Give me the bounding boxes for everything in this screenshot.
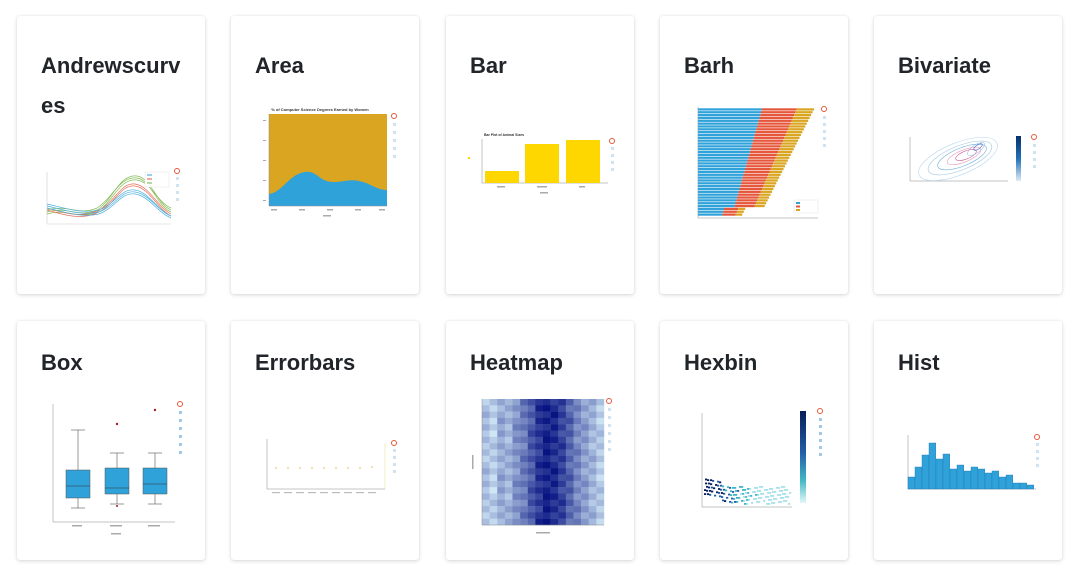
hexbin-thumbnail [682, 407, 832, 527]
card-title: Barh [684, 53, 735, 78]
card-heatmap[interactable]: Heatmap [446, 321, 634, 560]
bar-thumbnail: Bar Plot of Animal Sizes [468, 131, 618, 211]
card-andrewscurves[interactable]: Andrewscurves [17, 16, 205, 294]
area-thumbnail: % of Computer Science Degrees Earned by … [253, 102, 403, 234]
card-title: Bivariate [898, 53, 991, 78]
card-title: Andrewscurves [41, 53, 181, 118]
card-hist[interactable]: Hist [874, 321, 1062, 560]
card-bivariate[interactable]: Bivariate [874, 16, 1062, 294]
card-title: Errorbars [255, 350, 356, 375]
card-errorbars[interactable]: Errorbars [231, 321, 419, 560]
card-title: Hist [898, 350, 940, 375]
box-thumbnail [39, 398, 189, 544]
card-title: Hexbin [684, 350, 758, 375]
card-barh[interactable]: Barh [660, 16, 848, 294]
card-hexbin[interactable]: Hexbin [660, 321, 848, 560]
card-title: Box [41, 350, 83, 375]
barh-thumbnail [682, 102, 832, 232]
card-title: Heatmap [470, 350, 563, 375]
bar-chart-title: Bar Plot of Animal Sizes [484, 133, 524, 137]
card-title: Bar [470, 53, 507, 78]
heatmap-thumbnail [468, 395, 618, 541]
andrewscurves-thumbnail [39, 166, 189, 236]
card-box[interactable]: Box [17, 321, 205, 560]
errorbars-thumbnail [253, 433, 403, 505]
card-area[interactable]: Area % of Computer Science Degrees Earne… [231, 16, 419, 294]
card-bar[interactable]: Bar Bar Plot of Animal Sizes [446, 16, 634, 294]
hist-thumbnail [896, 431, 1046, 511]
area-chart-title: % of Computer Science Degrees Earned by … [271, 107, 369, 112]
bivariate-thumbnail [896, 131, 1046, 203]
card-title: Area [255, 53, 304, 78]
